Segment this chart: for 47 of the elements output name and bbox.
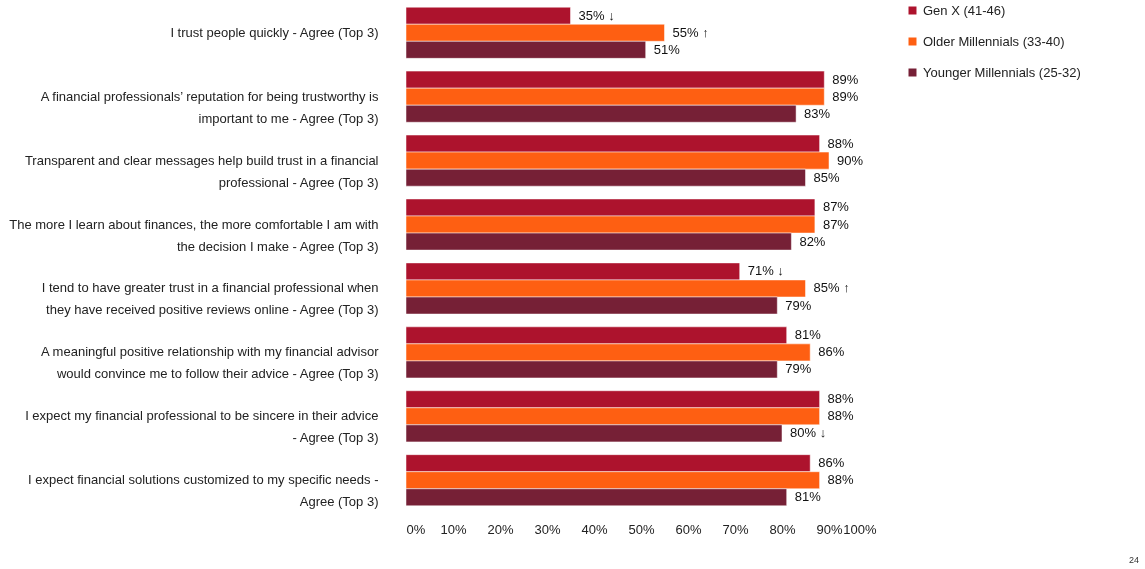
data-label: 90% (837, 152, 864, 168)
data-label: 87% (822, 199, 850, 215)
data-label: 88% (827, 135, 855, 151)
data-label: 55% ↑ (672, 24, 709, 40)
x-tick-label: 90% (816, 521, 843, 537)
data-label: 35% ↓ (578, 7, 615, 23)
y-tick-label: A financial professionals’ reputation for being trustworthy is important to me - Agree (Top 3) (40, 88, 379, 126)
x-tick-label: 60% (675, 521, 702, 537)
data-label: 85% (813, 169, 840, 185)
x-tick-label: 30% (534, 521, 561, 537)
legend-label: Older Millennials (33-40) (923, 33, 1065, 49)
data-label: 79% (785, 297, 812, 313)
y-tick-label: I expect financial solutions customized to my specific needs - Agree (Top 3) (28, 472, 379, 510)
y-tick-label: I trust people quickly - Agree (Top 3) (170, 24, 379, 40)
x-tick-label: 20% (487, 521, 514, 537)
legend-label: Younger Millennials (25-32) (923, 64, 1081, 80)
data-label: 85% ↑ (813, 280, 850, 296)
y-tick-label: A meaningful positive relationship with my financial advisor would convince me to follow their advice - Agree (Top 3) (41, 344, 380, 382)
y-tick-label: I expect my financial professional to be sincere in their advice - Agree (Top 3) (25, 408, 379, 446)
data-label: 80% ↓ (790, 425, 827, 441)
data-label: 81% (794, 327, 822, 343)
data-label: 89% (832, 88, 859, 104)
data-label: 79% (785, 361, 812, 377)
data-label: 83% (804, 105, 831, 121)
x-tick-label: 10% (440, 521, 467, 537)
data-label: 86% (818, 455, 845, 471)
data-label: 88% (827, 391, 855, 407)
x-tick-label: 0% (406, 521, 426, 537)
text: 24 (1128, 555, 1139, 565)
x-tick-label: 70% (722, 521, 749, 537)
data-label: 89% (832, 71, 859, 87)
data-label: 88% (827, 408, 855, 424)
data-label: 71% ↓ (747, 263, 784, 279)
y-tick-label: Transparent and clear messages help build trust in a financial professional - Agree (Top 3) (24, 152, 379, 190)
data-label: 86% (818, 344, 845, 360)
x-tick-label: 50% (628, 521, 655, 537)
x-tick-label: 40% (581, 521, 608, 537)
legend-label: Gen X (41-46) (923, 2, 1006, 18)
x-tick-label: 80% (769, 521, 796, 537)
data-label: 82% (799, 233, 826, 249)
y-tick-label: I tend to have greater trust in a financial professional when they have received positive reviews online - Agree (Top 3) (41, 280, 379, 318)
data-label: 51% (653, 41, 681, 57)
y-tick-label: The more I learn about finances, the more comfortable I am with the decision I make - Agree (Top 3) (9, 216, 379, 254)
x-tick-label: 100% (843, 521, 877, 537)
data-label: 88% (827, 472, 855, 488)
data-label: 81% (794, 489, 822, 505)
data-label: 87% (822, 216, 850, 232)
